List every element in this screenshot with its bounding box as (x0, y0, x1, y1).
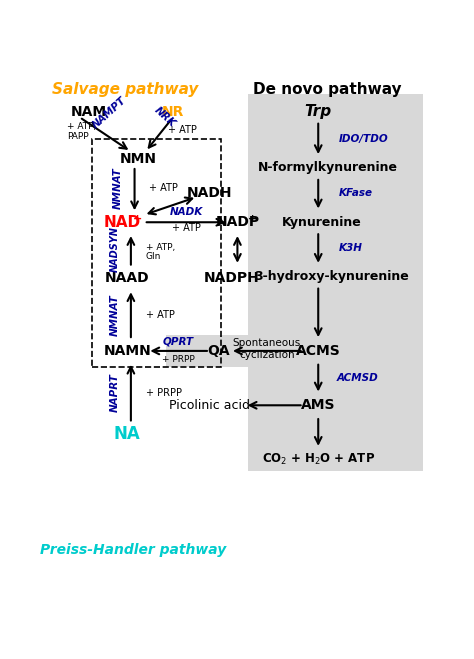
Text: K3H: K3H (338, 243, 362, 252)
Text: + PRPP: + PRPP (146, 387, 182, 397)
Text: ACMSD: ACMSD (337, 373, 378, 383)
Text: NRK: NRK (153, 105, 178, 129)
Bar (166, 335, 423, 367)
Text: +: + (248, 214, 257, 223)
Text: NR: NR (162, 105, 184, 119)
Text: NAM: NAM (70, 105, 106, 119)
Text: AMS: AMS (301, 398, 336, 413)
Text: De novo pathway: De novo pathway (253, 82, 402, 98)
Text: NAAD: NAAD (105, 272, 149, 285)
Text: ACMS: ACMS (296, 344, 341, 358)
Text: + PRPP: + PRPP (162, 355, 195, 364)
Text: NADH: NADH (187, 186, 233, 200)
Text: Preiss-Handler pathway: Preiss-Handler pathway (40, 543, 226, 558)
Text: NAPRT: NAPRT (110, 373, 120, 412)
Text: + ATP: + ATP (168, 125, 197, 136)
Text: + ATP: + ATP (146, 310, 174, 320)
Text: NAD: NAD (103, 215, 140, 230)
Text: KFase: KFase (338, 188, 373, 198)
Text: Kynurenine: Kynurenine (282, 215, 362, 229)
Text: + ATP,: + ATP, (146, 243, 175, 252)
Text: NADK: NADK (169, 207, 202, 217)
Bar (248, 94, 423, 471)
Text: + ATP: + ATP (149, 183, 178, 193)
Text: + ATP,
PAPP: + ATP, PAPP (67, 122, 97, 141)
Text: NADSYN: NADSYN (110, 227, 120, 272)
Text: NADP: NADP (215, 215, 259, 229)
Text: NMN: NMN (120, 152, 157, 166)
Text: CO$_2$ + H$_2$O + ATP: CO$_2$ + H$_2$O + ATP (262, 452, 375, 467)
Text: 3-hydroxy-kynurenine: 3-hydroxy-kynurenine (254, 270, 409, 283)
Text: QA: QA (208, 344, 230, 358)
Bar (92, 139, 221, 367)
Text: +: + (133, 214, 142, 223)
Text: cyclization: cyclization (239, 351, 295, 360)
Text: + ATP: + ATP (172, 223, 201, 233)
Text: IDO/TDO: IDO/TDO (338, 134, 388, 144)
Text: Spontaneous: Spontaneous (233, 338, 301, 348)
Text: NAMPT: NAMPT (91, 95, 128, 130)
Text: Picolinic acid: Picolinic acid (169, 399, 250, 412)
Text: NA: NA (114, 425, 141, 444)
Text: Gln: Gln (146, 252, 161, 261)
Text: N-formylkynurenine: N-formylkynurenine (257, 161, 397, 175)
Text: Salvage pathway: Salvage pathway (52, 82, 199, 98)
Text: NMNAT: NMNAT (112, 167, 122, 209)
Text: QPRT: QPRT (163, 337, 194, 347)
Text: NMNAT: NMNAT (110, 294, 120, 335)
Text: NAMN: NAMN (103, 344, 151, 358)
Text: Trp: Trp (305, 104, 332, 119)
Text: NADPH: NADPH (204, 272, 260, 285)
